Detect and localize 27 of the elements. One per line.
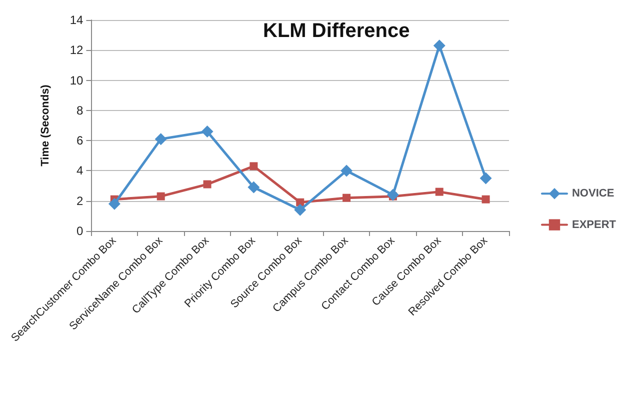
point xyxy=(203,180,212,188)
point xyxy=(154,133,167,146)
point xyxy=(482,195,490,204)
point xyxy=(156,192,165,200)
y-axis-title: Time (Seconds) xyxy=(40,84,52,166)
y-tick-label: 10 xyxy=(70,73,84,88)
y-tick-label: 2 xyxy=(76,194,84,208)
y-tick-label: 6 xyxy=(76,134,84,148)
point xyxy=(435,188,444,196)
point xyxy=(342,194,351,202)
y-tick-label: 8 xyxy=(76,103,84,118)
point xyxy=(201,126,214,138)
y-tick-label: 0 xyxy=(76,224,84,238)
point xyxy=(108,198,120,210)
point xyxy=(250,162,258,170)
point xyxy=(248,181,260,194)
y-tick-label: 4 xyxy=(76,164,84,178)
point xyxy=(386,188,399,201)
y-tick-label: 12 xyxy=(70,43,84,58)
legend-label: NOVICE xyxy=(572,188,614,200)
point xyxy=(433,40,446,52)
point xyxy=(480,172,492,184)
point xyxy=(294,204,306,216)
y-tick-label: 14 xyxy=(70,13,84,27)
point xyxy=(340,164,353,177)
legend-label: EXPERT xyxy=(572,218,616,231)
chart-title: KLM Difference xyxy=(263,20,410,42)
